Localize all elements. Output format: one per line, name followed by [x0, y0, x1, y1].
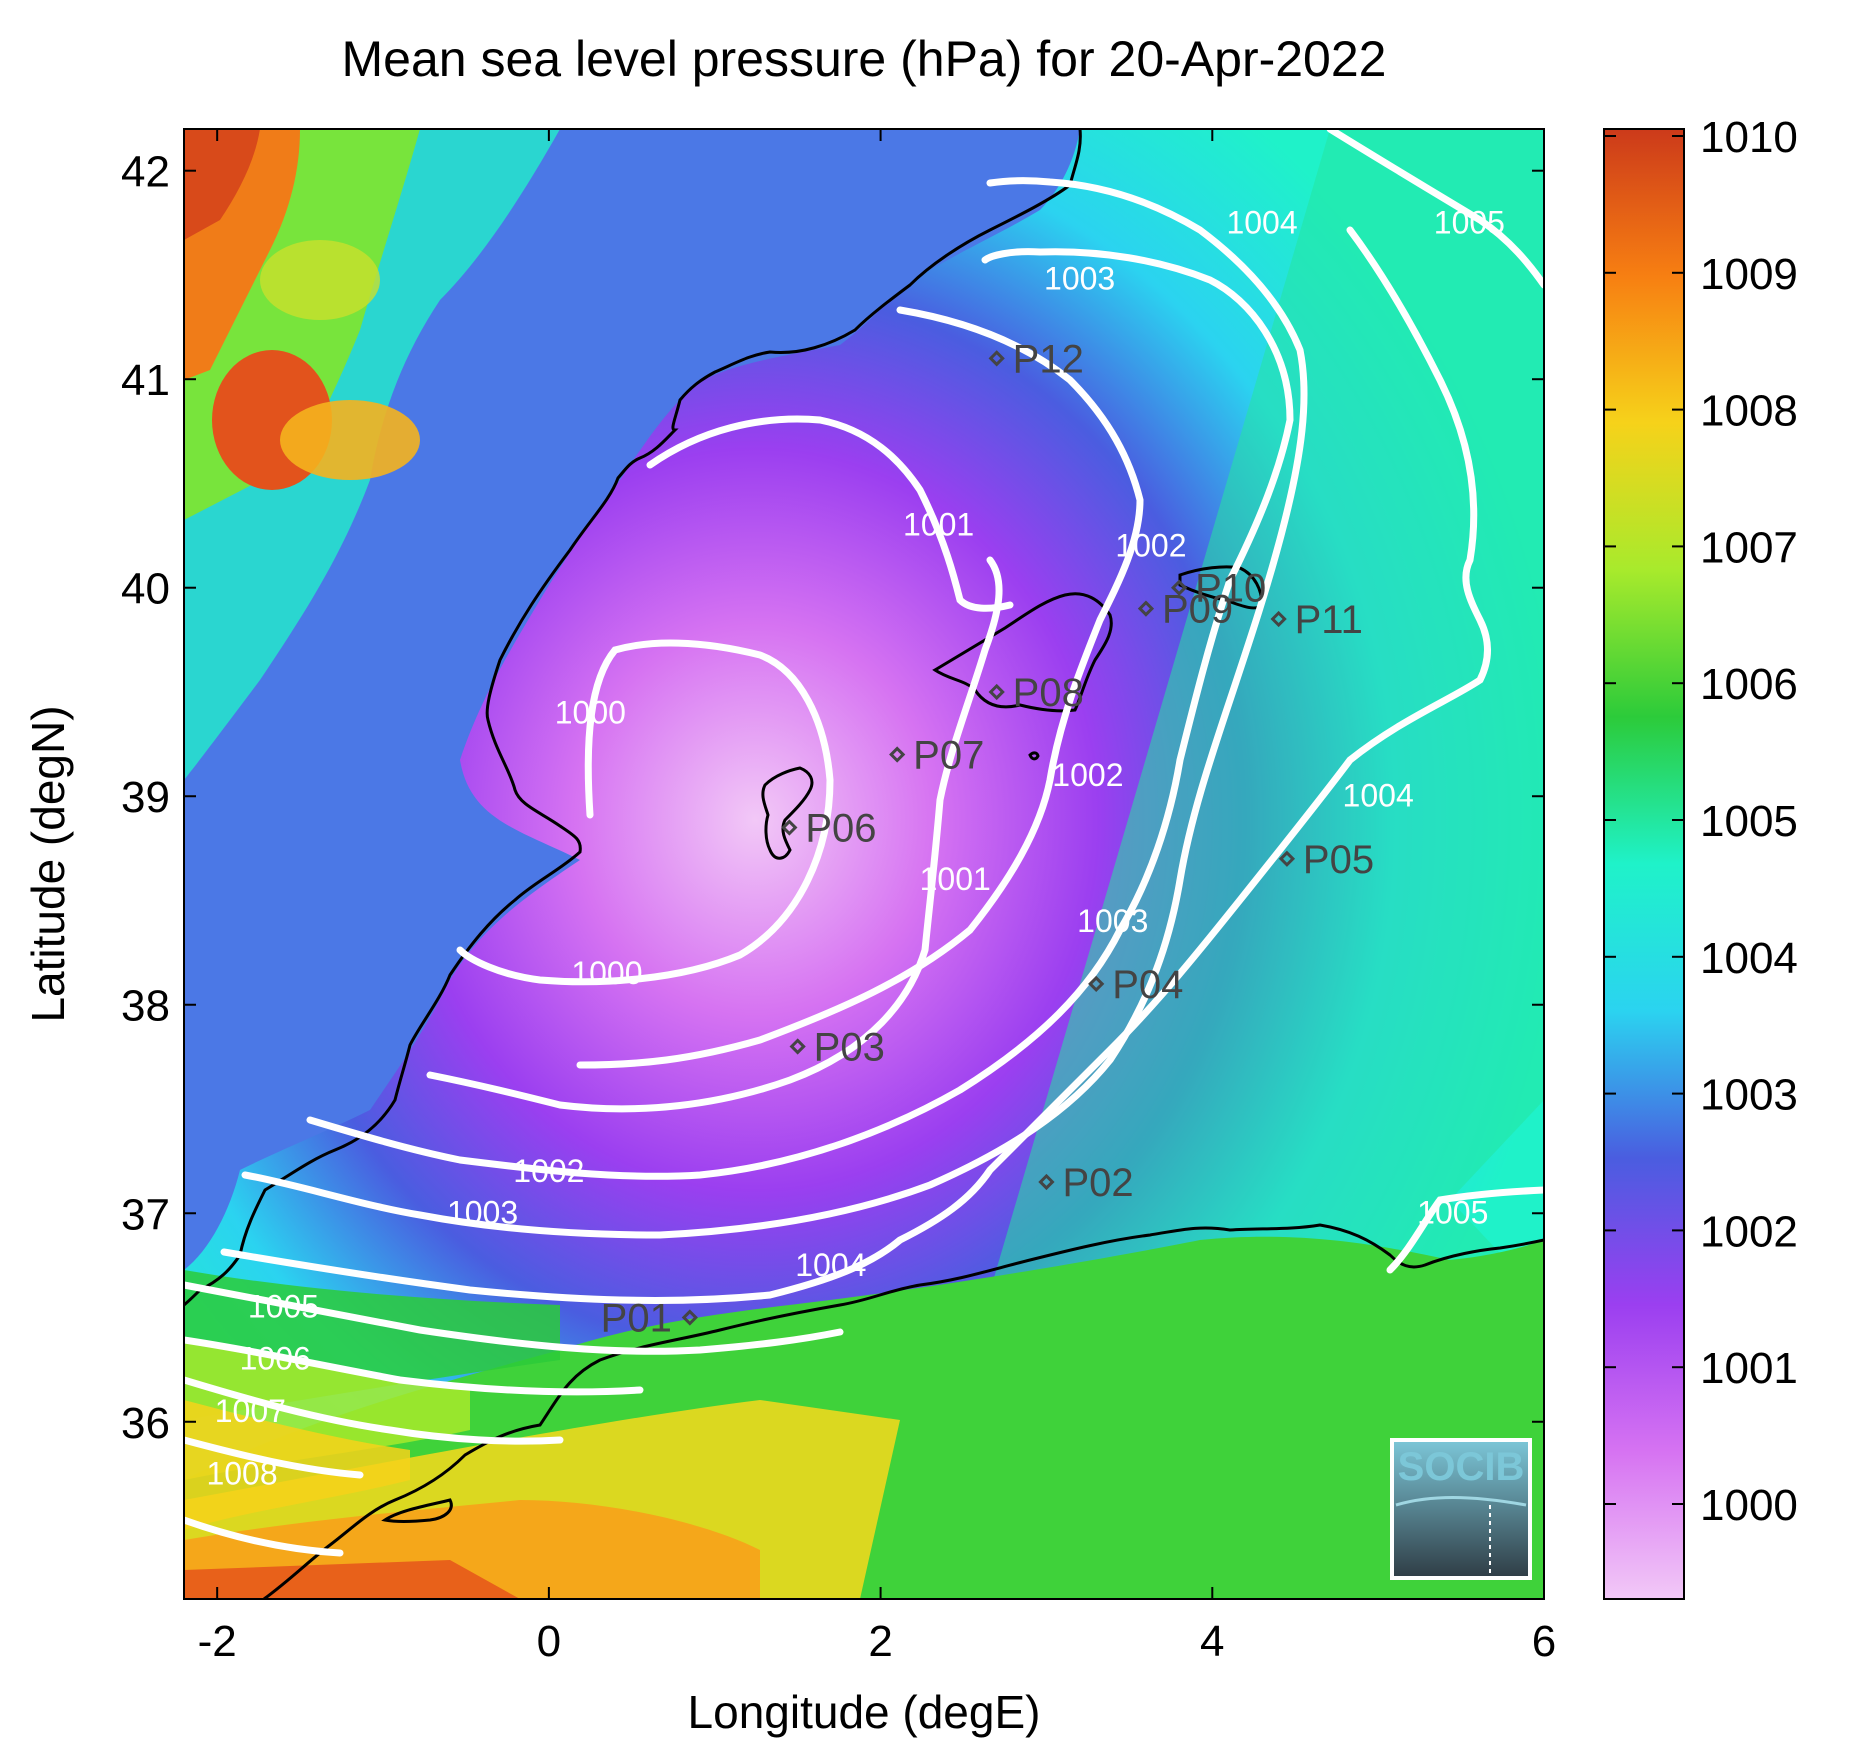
- contour-label: 1005: [1417, 1195, 1488, 1231]
- contour-label: 1002: [1052, 757, 1123, 793]
- colorbar-tick-label: 1008: [1700, 387, 1798, 436]
- contour-label: 1001: [920, 861, 991, 897]
- station-label: P11: [1295, 598, 1363, 642]
- x-tick-label: 2: [868, 1617, 892, 1666]
- contour-label: 1002: [1115, 527, 1186, 563]
- station-label: P09: [1162, 588, 1233, 632]
- colorbar-ticks: 1000 1001 1002 1003 1004 1005 1006 1007 1008 1009…: [1604, 113, 1798, 1530]
- contour-label: 1000: [555, 694, 626, 730]
- y-tick-label: 37: [121, 1190, 170, 1239]
- station-marker[interactable]: [988, 683, 1005, 701]
- contour-label: 1000: [571, 955, 642, 991]
- y-tick-label: 40: [121, 565, 170, 614]
- colorbar-tick-label: 1010: [1700, 113, 1798, 162]
- contour-label: 1005: [248, 1289, 319, 1325]
- station-label: P06: [805, 807, 876, 851]
- station-marker[interactable]: [1278, 850, 1296, 867]
- x-axis-label: Longitude (degE): [688, 1686, 1041, 1738]
- contour-label: 1008: [206, 1455, 277, 1491]
- station-label: P12: [1013, 337, 1084, 381]
- station-marker[interactable]: [681, 1309, 698, 1326]
- station-marker[interactable]: [1137, 600, 1155, 617]
- colorbar-tick-label: 1009: [1700, 250, 1798, 299]
- colorbar-tick-label: 1003: [1700, 1071, 1798, 1120]
- y-tick-label: 38: [121, 982, 170, 1031]
- colorbar-tick-label: 1002: [1700, 1207, 1798, 1256]
- colorbar-tick-label: 1006: [1700, 660, 1798, 709]
- x-tick-label: -2: [198, 1617, 237, 1666]
- station-marker[interactable]: [781, 819, 798, 836]
- colorbar-gradient: [1603, 128, 1685, 1600]
- pressure-field: [184, 129, 1544, 1599]
- station-marker[interactable]: [1088, 975, 1105, 993]
- station-marker[interactable]: [988, 350, 1005, 367]
- station-label: P04: [1112, 963, 1183, 1007]
- colorbar-tick-label: 1000: [1700, 1481, 1798, 1530]
- station-label: P01: [601, 1297, 672, 1341]
- contour-label: 1007: [215, 1393, 286, 1429]
- y-axis-label: Latitude (degN): [22, 705, 74, 1022]
- map-frame: [183, 128, 1545, 1600]
- x-axis-ticks: -2 0 2 4 6: [198, 129, 1556, 1666]
- station-label: P05: [1303, 838, 1374, 882]
- contour-label: 1001: [903, 507, 974, 543]
- station-label: P08: [1013, 671, 1084, 715]
- y-tick-label: 39: [121, 773, 170, 822]
- y-axis-ticks: 36 37 38 39 40 41 42: [121, 148, 1544, 1448]
- contour-label: 1003: [1044, 261, 1115, 297]
- station-marker[interactable]: [1170, 579, 1188, 596]
- isobars: [184, 129, 1544, 1557]
- y-tick-label: 42: [121, 148, 170, 197]
- x-tick-label: 6: [1532, 1617, 1556, 1666]
- contour-label: 1004: [795, 1247, 866, 1283]
- colorbar-tick-label: 1007: [1700, 523, 1798, 572]
- station-marker[interactable]: [789, 1038, 806, 1055]
- contour-label: 1004: [1343, 778, 1414, 814]
- x-tick-label: 0: [537, 1617, 561, 1666]
- contour-labels: 1000 1000 1001 1001 1002 1002 1002 1003 1003 1003…: [206, 204, 1505, 1491]
- station-label: P02: [1062, 1161, 1133, 1205]
- contour-label: 1003: [1077, 903, 1148, 939]
- colorbar: 1000 1001 1002 1003 1004 1005 1006 1007 1008 1009…: [1603, 113, 1798, 1600]
- contour-label: 1003: [447, 1195, 518, 1231]
- x-tick-label: 4: [1200, 1617, 1224, 1666]
- station-label: P10: [1195, 567, 1266, 611]
- colorbar-tick-label: 1001: [1700, 1344, 1798, 1393]
- station-marker[interactable]: [1038, 1173, 1055, 1191]
- station-label: P03: [814, 1025, 885, 1069]
- y-tick-label: 36: [121, 1399, 170, 1448]
- contour-label: 1002: [513, 1153, 584, 1189]
- station-marker[interactable]: [889, 746, 906, 763]
- y-tick-label: 41: [121, 356, 170, 405]
- contour-label: 1006: [240, 1341, 311, 1377]
- contour-label: 1004: [1226, 204, 1297, 240]
- chart-title: Mean sea level pressure (hPa) for 20-Apr…: [342, 31, 1387, 87]
- station-marker[interactable]: [1270, 610, 1287, 628]
- station-label: P07: [913, 734, 984, 778]
- contour-label: 1005: [1434, 204, 1505, 240]
- socib-logo: SOCIB: [1390, 1438, 1532, 1580]
- colorbar-tick-label: 1004: [1700, 934, 1798, 983]
- colorbar-tick-label: 1005: [1700, 797, 1798, 846]
- logo-text: SOCIB: [1398, 1445, 1525, 1489]
